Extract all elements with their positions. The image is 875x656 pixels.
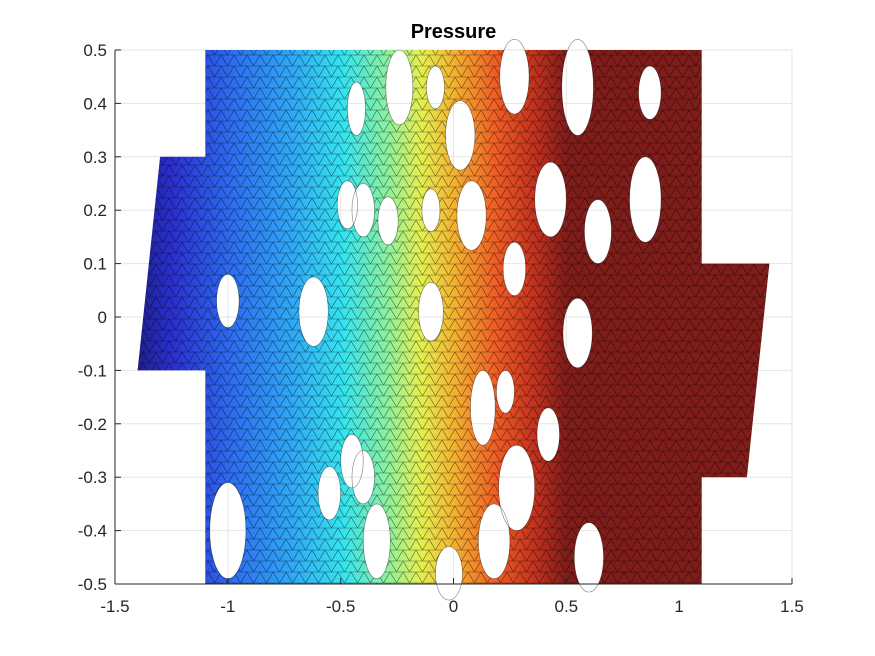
hole-outline <box>534 161 567 238</box>
x-axis-ticks: -1.5 -1 -0.5 0 0.5 1 1.5 <box>100 578 804 616</box>
x-tick-label: 0 <box>449 597 458 616</box>
hole-outline <box>470 370 496 446</box>
hole-outline <box>336 180 358 230</box>
hole-outline <box>638 65 662 120</box>
hole-outline <box>377 196 399 246</box>
hole-outline <box>216 273 240 328</box>
hole-outline <box>426 65 445 110</box>
hole-outline <box>496 370 515 414</box>
hole-outline <box>478 503 511 579</box>
hole-outline <box>629 156 662 243</box>
hole-outline <box>502 241 527 296</box>
hole-outline <box>298 276 329 347</box>
hole-outline <box>573 522 604 593</box>
hole-outline <box>445 100 476 171</box>
hole-outline <box>418 281 444 342</box>
hole-outline <box>456 180 487 251</box>
y-tick-label: 0.4 <box>83 94 107 113</box>
x-tick-label: -1.5 <box>100 597 129 616</box>
y-tick-label: -0.5 <box>78 575 107 594</box>
y-tick-label: 0 <box>98 308 107 327</box>
hole-outline <box>340 434 364 489</box>
hole-outline <box>362 503 391 579</box>
x-tick-label: 1 <box>674 597 683 616</box>
x-tick-label: 1.5 <box>780 597 804 616</box>
triangular-mesh <box>137 50 770 584</box>
chart-title: Pressure <box>411 21 497 43</box>
hole-outline <box>435 546 463 601</box>
y-tick-label: -0.2 <box>78 415 107 434</box>
y-tick-label: -0.3 <box>78 468 107 487</box>
hole-outline <box>562 298 593 369</box>
hole-outline <box>351 450 375 505</box>
hole-outline <box>498 444 536 531</box>
x-tick-label: -1 <box>220 597 235 616</box>
y-tick-label: -0.1 <box>78 361 107 380</box>
hole-outline <box>351 183 375 238</box>
hole-outline <box>584 199 612 264</box>
y-tick-label: 0.3 <box>83 148 107 167</box>
hole-outline <box>536 407 560 462</box>
hole-outline <box>499 39 530 115</box>
hole-outline <box>421 188 441 232</box>
x-tick-label: -0.5 <box>326 597 355 616</box>
x-tick-label: 0.5 <box>555 597 579 616</box>
hole-outline <box>317 466 341 521</box>
y-tick-label: -0.4 <box>78 522 107 541</box>
holes <box>209 39 662 601</box>
pressure-field <box>137 50 770 584</box>
hole-outline <box>347 81 366 136</box>
y-tick-label: 0.2 <box>83 201 107 220</box>
y-axis-ticks: -0.5 -0.4 -0.3 -0.2 -0.1 0 0.1 0.2 0.3 0.4 0.5 <box>78 41 121 594</box>
y-tick-label: 0.1 <box>83 255 107 274</box>
y-tick-label: 0.5 <box>83 41 107 60</box>
hole-outline <box>385 49 414 126</box>
hole-outline <box>561 39 594 136</box>
